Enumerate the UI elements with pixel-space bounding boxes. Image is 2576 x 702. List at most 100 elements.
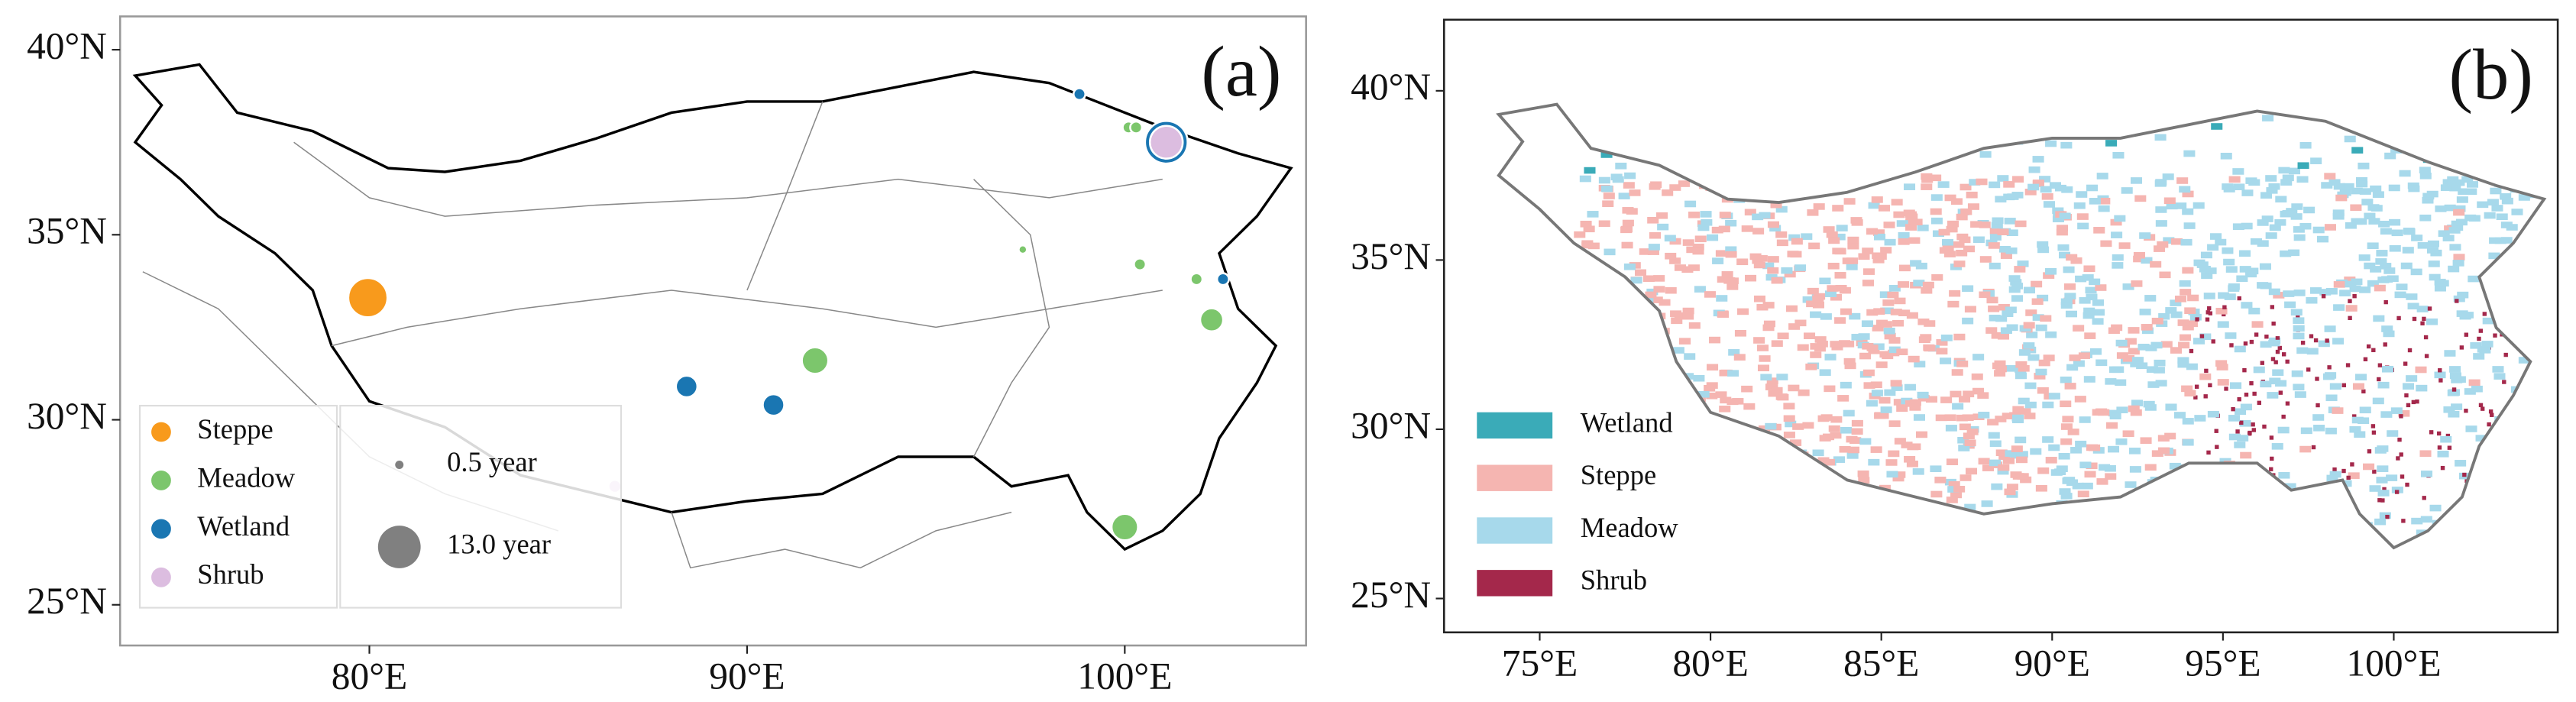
- land-cover-pixel: [2370, 185, 2382, 192]
- land-cover-pixel: [2461, 176, 2474, 183]
- land-cover-pixel: [2177, 319, 2189, 326]
- land-cover-pixel: [2506, 454, 2511, 458]
- land-cover-pixel: [2338, 497, 2343, 502]
- land-cover-pixel: [1898, 231, 1910, 239]
- size-legend-label: 0.5 year: [447, 446, 537, 477]
- land-cover-pixel: [2408, 185, 2420, 192]
- land-cover-pixel: [2423, 335, 2429, 340]
- land-cover-pixel: [1962, 285, 1974, 293]
- land-cover-pixel: [1745, 274, 1757, 282]
- land-cover-pixel: [2506, 526, 2510, 531]
- land-cover-pixel: [2211, 465, 2223, 472]
- land-cover-pixel: [1998, 245, 2011, 253]
- land-cover-pixel: [1771, 340, 1783, 347]
- land-cover-pixel: [2291, 203, 2303, 210]
- land-cover-pixel: [1655, 360, 1668, 367]
- land-cover-pixel: [2081, 482, 2093, 490]
- land-cover-pixel: [1712, 111, 1725, 118]
- land-cover-pixel: [2147, 381, 2160, 388]
- land-cover-pixel: [1965, 467, 1978, 475]
- land-cover-pixel: [2491, 449, 2503, 457]
- land-cover-pixel: [2144, 464, 2157, 471]
- land-cover-pixel: [2332, 338, 2345, 345]
- site-point: [1072, 87, 1087, 102]
- land-cover-pixel: [2445, 433, 2451, 438]
- land-cover-pixel: [1737, 489, 1749, 496]
- land-cover-pixel: [2485, 451, 2490, 456]
- land-cover-pixel: [1991, 483, 2003, 490]
- land-cover-pixel: [2435, 205, 2447, 212]
- land-cover-pixel: [1891, 199, 1903, 206]
- land-cover-pixel: [2178, 341, 2190, 349]
- land-cover-pixel: [1623, 108, 1636, 115]
- land-cover-pixel: [2182, 267, 2194, 274]
- land-cover-pixel: [1847, 446, 1860, 454]
- land-cover-pixel: [2211, 123, 2223, 130]
- land-cover-pixel: [2436, 431, 2442, 436]
- land-cover-pixel: [2149, 507, 2161, 514]
- site-point: [1199, 307, 1225, 333]
- land-cover-pixel: [2454, 376, 2466, 383]
- land-cover-pixel: [1649, 183, 1661, 190]
- land-cover-pixel: [1804, 466, 1817, 473]
- land-cover-pixel: [2182, 323, 2194, 331]
- land-cover-pixel: [1936, 348, 1948, 355]
- land-cover-pixel: [2058, 251, 2071, 259]
- land-cover-pixel: [2398, 410, 2410, 417]
- land-cover-pixel: [1871, 390, 1883, 396]
- land-cover-pixel: [1830, 416, 1843, 423]
- land-cover-pixel: [2402, 247, 2414, 254]
- land-cover-pixel: [1824, 181, 1836, 189]
- legend-swatch: [1477, 412, 1553, 439]
- land-cover-pixel: [1717, 178, 1729, 186]
- land-cover-pixel: [1896, 506, 1908, 513]
- land-cover-pixel: [2254, 332, 2259, 337]
- land-cover-pixel: [2381, 276, 2393, 283]
- land-cover-pixel: [1995, 449, 2008, 457]
- land-cover-pixel: [1819, 277, 1831, 285]
- land-cover-pixel: [1819, 496, 1831, 503]
- land-cover-pixel: [2239, 266, 2251, 273]
- land-cover-pixel: [2257, 282, 2269, 289]
- land-cover-pixel: [2048, 444, 2060, 451]
- land-cover-pixel: [1893, 399, 1905, 406]
- legend-marker: [151, 567, 171, 587]
- land-cover-pixel: [1839, 445, 1851, 453]
- land-cover-pixel: [2447, 176, 2459, 183]
- land-cover-pixel: [2005, 247, 2018, 254]
- land-cover-pixel: [1727, 476, 1739, 484]
- land-cover-pixel: [1850, 217, 1862, 224]
- land-cover-pixel: [1866, 309, 1879, 316]
- land-cover-pixel: [1888, 420, 1901, 427]
- land-cover-pixel: [1596, 336, 1608, 343]
- land-cover-pixel: [2137, 344, 2150, 351]
- land-cover-pixel: [2223, 509, 2235, 516]
- land-cover-pixel: [2151, 495, 2163, 503]
- land-cover-pixel: [2453, 126, 2465, 134]
- land-cover-pixel: [2406, 293, 2418, 300]
- land-cover-pixel: [1767, 510, 1779, 517]
- land-cover-pixel: [1807, 188, 1819, 196]
- land-cover-pixel: [1636, 302, 1649, 310]
- land-cover-pixel: [2528, 442, 2532, 447]
- land-cover-pixel: [1693, 510, 1705, 517]
- land-cover-pixel: [1655, 448, 1668, 455]
- land-cover-pixel: [2257, 240, 2269, 247]
- land-cover-pixel: [2039, 176, 2051, 183]
- land-cover-pixel: [2235, 525, 2240, 529]
- land-cover-pixel: [2396, 315, 2401, 321]
- land-cover-pixel: [2364, 262, 2376, 270]
- land-cover-pixel: [2420, 471, 2433, 477]
- land-cover-pixel: [2395, 142, 2407, 150]
- land-cover-pixel: [1670, 125, 1682, 132]
- land-cover-pixel: [2529, 325, 2541, 332]
- land-cover-pixel: [2037, 246, 2050, 254]
- land-cover-pixel: [1610, 437, 1623, 444]
- land-cover-pixel: [2061, 186, 2073, 193]
- land-cover-pixel: [2004, 115, 2016, 122]
- land-cover-pixel: [2486, 148, 2498, 156]
- land-cover-pixel: [2087, 516, 2099, 522]
- land-cover-pixel: [2016, 451, 2028, 458]
- land-cover-pixel: [2447, 445, 2452, 450]
- land-cover-pixel: [2403, 361, 2408, 366]
